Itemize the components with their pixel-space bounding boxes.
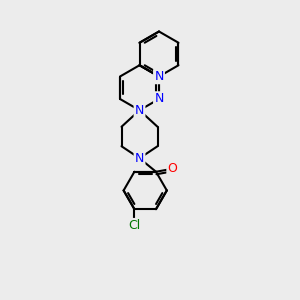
Text: N: N: [135, 152, 144, 165]
Text: N: N: [154, 92, 164, 106]
Text: O: O: [168, 162, 178, 175]
Text: N: N: [154, 70, 164, 83]
Text: Cl: Cl: [128, 219, 140, 232]
Text: N: N: [135, 104, 144, 117]
